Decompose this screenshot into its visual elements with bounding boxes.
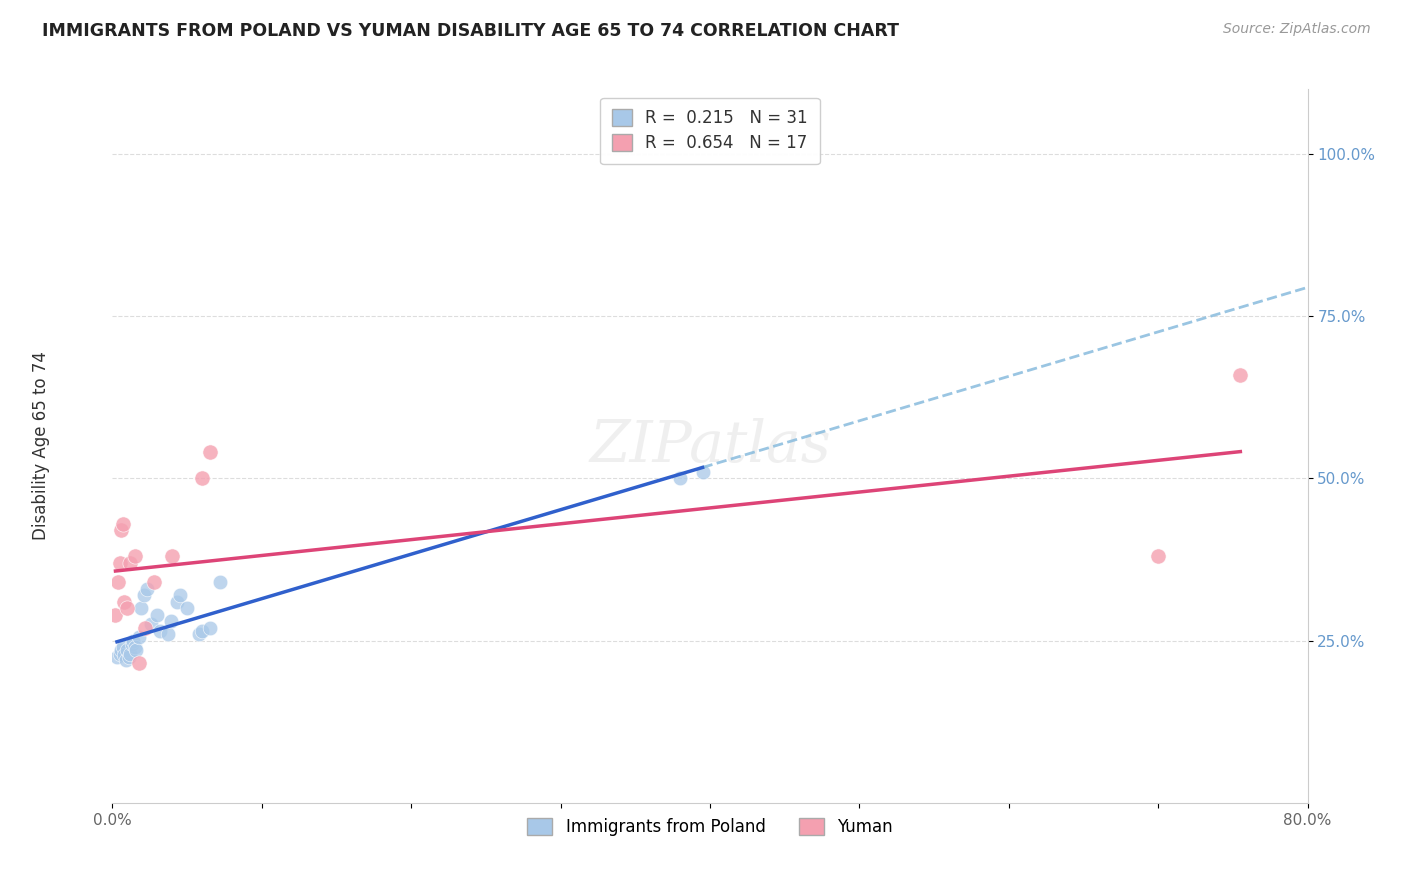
Y-axis label: Disability Age 65 to 74: Disability Age 65 to 74 [32,351,51,541]
Point [156,627,179,641]
Point [198,621,221,635]
Point [121,637,143,651]
Point [124,549,146,564]
Point [107,575,129,590]
Point [191,471,214,485]
Point [159,614,181,628]
Point [135,582,157,596]
Point [114,595,135,609]
Point [128,657,150,671]
Point [120,556,142,570]
Point [114,648,135,662]
Point [111,640,134,654]
Point [188,627,211,641]
Point [104,607,127,622]
Point [134,621,156,635]
Point [198,445,221,459]
Point [110,643,132,657]
Point [129,601,152,615]
Point [1229,368,1251,382]
Point [117,643,139,657]
Point [141,617,163,632]
Point [209,575,232,590]
Point [115,653,138,667]
Point [105,649,128,664]
Point [120,647,142,661]
Point [1147,549,1170,564]
Point [169,588,191,602]
Point [191,624,214,638]
Text: Source: ZipAtlas.com: Source: ZipAtlas.com [1223,22,1371,37]
Point [111,516,134,531]
Point [132,588,155,602]
Point [124,640,146,654]
Text: IMMIGRANTS FROM POLAND VS YUMAN DISABILITY AGE 65 TO 74 CORRELATION CHART: IMMIGRANTS FROM POLAND VS YUMAN DISABILI… [42,22,900,40]
Point [669,471,692,485]
Point [176,601,198,615]
Point [122,633,145,648]
Point [117,601,139,615]
Point [110,524,132,538]
Point [128,631,150,645]
Text: ZIPatlas: ZIPatlas [589,417,831,475]
Point [162,549,183,564]
Point [146,607,169,622]
Legend: Immigrants from Poland, Yuman: Immigrants from Poland, Yuman [519,810,901,845]
Point [125,643,148,657]
Point [118,649,141,664]
Point [692,465,714,479]
Point [143,575,166,590]
Point [166,595,188,609]
Point [108,647,131,661]
Point [149,624,172,638]
Point [108,556,131,570]
